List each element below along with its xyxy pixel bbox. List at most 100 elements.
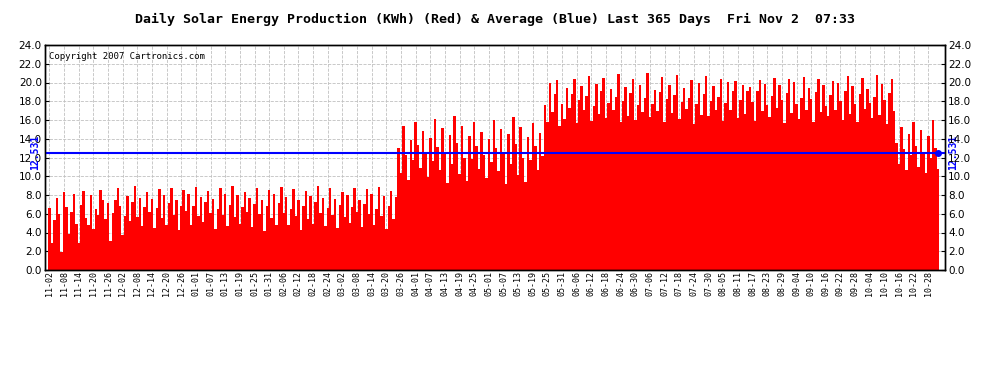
Bar bbox=[275, 225, 278, 270]
Bar bbox=[219, 189, 222, 270]
Bar bbox=[217, 209, 219, 270]
Bar bbox=[510, 165, 512, 270]
Bar bbox=[722, 121, 725, 270]
Bar bbox=[214, 229, 217, 270]
Bar bbox=[451, 164, 453, 270]
Bar bbox=[858, 94, 861, 270]
Bar bbox=[627, 116, 630, 270]
Bar bbox=[915, 146, 918, 270]
Bar bbox=[783, 123, 785, 270]
Bar bbox=[319, 213, 322, 270]
Bar bbox=[898, 165, 900, 270]
Bar bbox=[322, 198, 324, 270]
Bar bbox=[546, 122, 548, 270]
Bar bbox=[305, 191, 307, 270]
Bar bbox=[588, 76, 590, 270]
Bar bbox=[446, 183, 448, 270]
Bar bbox=[310, 196, 312, 270]
Bar bbox=[553, 94, 556, 270]
Bar bbox=[620, 122, 622, 270]
Bar bbox=[282, 213, 285, 270]
Bar bbox=[740, 100, 742, 270]
Bar bbox=[346, 195, 348, 270]
Bar bbox=[102, 200, 104, 270]
Bar bbox=[566, 88, 568, 270]
Bar bbox=[886, 124, 888, 270]
Bar bbox=[87, 225, 90, 270]
Bar bbox=[530, 160, 532, 270]
Bar bbox=[485, 178, 488, 270]
Text: 12.531: 12.531 bbox=[30, 135, 40, 170]
Bar bbox=[307, 219, 310, 270]
Bar bbox=[646, 74, 648, 270]
Bar bbox=[688, 98, 690, 270]
Bar bbox=[698, 83, 700, 270]
Bar bbox=[863, 109, 866, 270]
Bar bbox=[753, 121, 756, 270]
Bar bbox=[70, 211, 72, 270]
Bar bbox=[465, 181, 468, 270]
Bar bbox=[146, 192, 148, 270]
Bar bbox=[97, 215, 99, 270]
Bar bbox=[563, 119, 566, 270]
Bar bbox=[405, 155, 407, 270]
Bar bbox=[395, 197, 397, 270]
Bar bbox=[607, 103, 610, 270]
Bar bbox=[273, 195, 275, 270]
Bar bbox=[353, 188, 355, 270]
Bar bbox=[663, 122, 666, 270]
Bar bbox=[595, 84, 598, 270]
Bar bbox=[735, 81, 737, 270]
Bar bbox=[512, 117, 515, 270]
Bar bbox=[385, 229, 387, 270]
Bar bbox=[598, 114, 600, 270]
Bar bbox=[808, 88, 810, 270]
Bar bbox=[835, 110, 837, 270]
Bar bbox=[387, 207, 390, 270]
Bar bbox=[648, 117, 651, 270]
Bar bbox=[224, 194, 227, 270]
Bar bbox=[846, 76, 849, 270]
Bar bbox=[923, 152, 925, 270]
Bar bbox=[866, 89, 868, 270]
Bar bbox=[537, 170, 539, 270]
Bar bbox=[878, 115, 881, 270]
Bar bbox=[805, 110, 808, 270]
Bar bbox=[883, 100, 886, 270]
Bar bbox=[920, 130, 923, 270]
Bar bbox=[849, 114, 851, 270]
Bar bbox=[653, 90, 656, 270]
Bar bbox=[803, 77, 805, 270]
Bar bbox=[165, 225, 168, 270]
Bar bbox=[92, 229, 95, 270]
Bar bbox=[578, 100, 580, 270]
Bar bbox=[427, 177, 429, 270]
Bar bbox=[776, 108, 778, 270]
Bar bbox=[678, 119, 680, 270]
Bar bbox=[825, 106, 827, 270]
Bar bbox=[505, 184, 507, 270]
Bar bbox=[268, 190, 270, 270]
Bar bbox=[402, 126, 405, 270]
Bar bbox=[463, 158, 465, 270]
Bar bbox=[605, 118, 607, 270]
Bar bbox=[50, 243, 53, 270]
Bar bbox=[773, 78, 776, 270]
Bar bbox=[280, 187, 282, 270]
Bar bbox=[150, 199, 153, 270]
Bar bbox=[473, 122, 475, 270]
Bar bbox=[95, 209, 97, 270]
Bar bbox=[827, 116, 830, 270]
Bar bbox=[928, 136, 930, 270]
Bar bbox=[144, 207, 146, 270]
Bar bbox=[302, 206, 305, 270]
Bar bbox=[355, 211, 358, 270]
Bar bbox=[337, 228, 339, 270]
Bar bbox=[515, 144, 517, 270]
Bar bbox=[58, 214, 60, 270]
Bar bbox=[412, 160, 415, 270]
Bar bbox=[715, 110, 717, 270]
Bar bbox=[891, 79, 893, 270]
Bar bbox=[693, 124, 695, 270]
Bar bbox=[222, 215, 224, 270]
